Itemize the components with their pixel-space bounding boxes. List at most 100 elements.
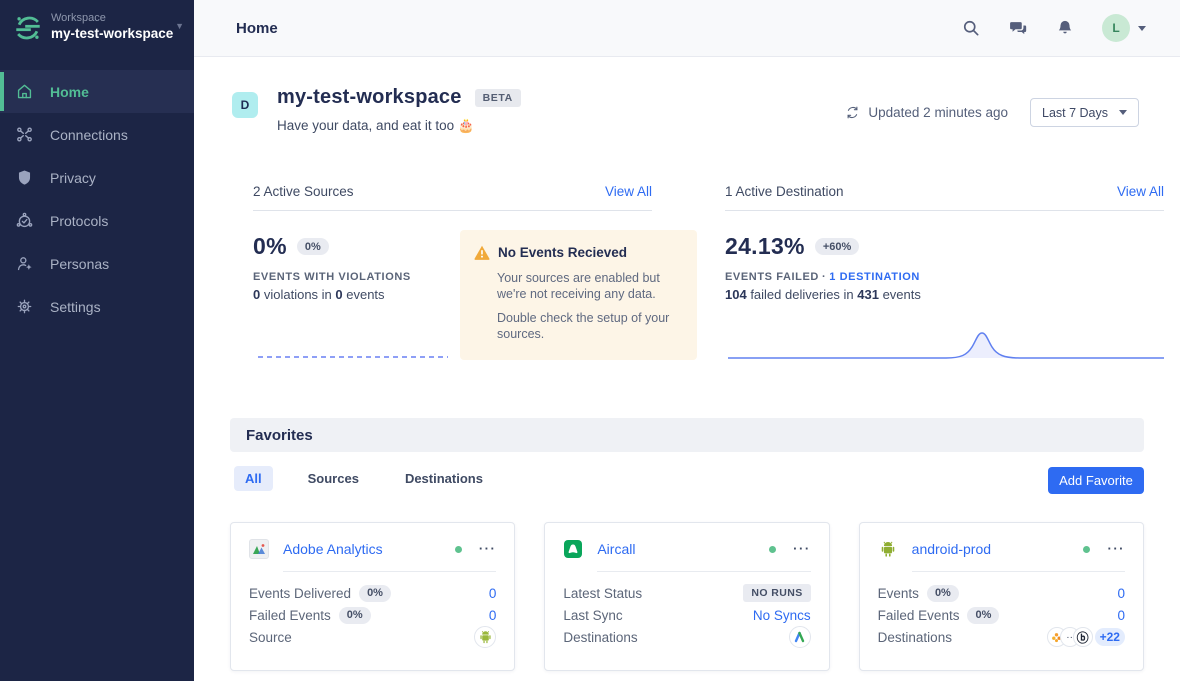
sidebar-item-label: Home [50,83,89,100]
topbar: Home L [194,0,1180,57]
favorite-card-adobe-analytics: Adobe Analytics ··· Events Delivered 0% … [230,522,516,671]
workspace-title: my-test-workspace [277,86,462,108]
b-circle-icon[interactable]: ⓑ [1072,627,1093,647]
warning-triangle-icon [474,245,490,260]
favorite-card-aircall: Aircall ··· Latest Status NO RUNS Last S… [544,522,830,671]
events-failed-sparkline [728,332,1164,359]
sidebar-item-label: Personas [50,255,110,272]
home-icon [15,82,34,101]
chat-icon[interactable] [1008,18,1028,38]
avatar[interactable]: L [1102,14,1130,42]
card-menu-button[interactable]: ··· [478,541,497,556]
card-title-link[interactable]: android-prod [911,541,992,557]
percent-badge: 0% [967,606,1000,624]
row-value-link[interactable]: 0 [488,607,497,623]
sources-view-all-link[interactable]: View All [604,184,652,199]
card-title-link[interactable]: Aircall [597,541,636,557]
main-content: D my-test-workspace BETA Have your data,… [194,58,1180,681]
android-icon[interactable] [474,626,497,648]
android-logo-icon [878,539,898,559]
date-range-value: Last 7 Days [1042,105,1109,120]
sidebar-item-label: Protocols [50,212,109,229]
destinations-view-all-link[interactable]: View All [1116,184,1164,199]
card-row-destinations: Destinations [563,626,811,648]
sources-header: 2 Active Sources [253,184,354,199]
card-row-events-delivered: Events Delivered 0% 0 [249,584,497,602]
violations-stat: 0% 0% EVENTS WITH VIOLATIONS 0 violation… [253,233,652,302]
personas-icon [15,254,34,273]
warning-body-1: Your sources are enabled but we're not r… [497,271,660,301]
sidebar-item-home[interactable]: Home [0,70,194,113]
violations-label: EVENTS WITH VIOLATIONS [253,271,411,283]
tab-all[interactable]: All [234,466,273,491]
percent-badge: 0% [926,584,959,602]
card-row-events: Events 0% 0 [877,584,1125,602]
workspace-name: my-test-workspace [51,26,174,41]
card-menu-button[interactable]: ··· [1107,541,1125,556]
no-runs-badge: NO RUNS [743,584,811,602]
user-menu[interactable]: L [1102,14,1146,42]
sources-column: 2 Active Sources View All 0% 0% EVENTS W… [253,184,697,360]
status-dot [769,545,777,553]
workspace-label: Workspace [51,12,106,24]
card-row-last-sync: Last Sync No Syncs [563,607,811,623]
card-row-destinations: Destinations ·· ⓑ +22 [878,626,1125,648]
settings-gear-icon [15,297,34,316]
segment-logo-icon [16,16,40,40]
sidebar-nav: Home Connections Privacy Protocols [0,70,194,328]
events-failed-value: 24.13% [725,233,805,259]
tab-destinations[interactable]: Destinations [404,471,483,486]
favorites-header-band: Favorites [230,418,1144,452]
violations-detail: 0 violations in 0 events [253,287,385,302]
card-title-link[interactable]: Adobe Analytics [283,541,383,557]
favorite-card-android-prod: android-prod ··· Events 0% 0 Failed Even… [858,522,1144,671]
destination-link[interactable]: 1 DESTINATION [829,271,920,283]
sidebar-item-label: Connections [50,126,128,143]
card-row-source: Source [249,626,497,648]
overview-stats: 2 Active Sources View All 0% 0% EVENTS W… [253,184,1164,394]
sidebar: Workspace my-test-workspace ▼ Home Conne… [0,0,194,681]
warning-box: No Events Recieved Your sources are enab… [460,230,697,360]
card-menu-button[interactable]: ··· [793,541,811,556]
row-value-link[interactable]: 0 [1117,607,1125,623]
sidebar-item-label: Privacy [50,169,96,186]
date-range-caret-icon [1119,110,1127,115]
events-failed-stat: 24.13% +60% EVENTS FAILED · 1 DESTINATION … [725,233,1164,302]
workspace-switcher[interactable]: Workspace my-test-workspace ▼ [0,0,194,56]
favorites-title: Favorites [246,426,313,444]
refresh-status[interactable]: Updated 2 minutes ago [845,105,1008,120]
tab-sources[interactable]: Sources [307,471,359,486]
workspace-avatar: D [232,92,258,118]
protocols-icon [15,211,34,230]
workspace-subtitle: Have your data, and eat it too 🎂 [277,118,475,133]
row-value-link[interactable]: 0 [1117,585,1125,601]
status-dot [454,545,462,553]
no-syncs-link[interactable]: No Syncs [752,607,811,623]
search-icon[interactable] [961,18,981,38]
violations-sparkline [258,356,448,358]
favorites-tabs: All Sources Destinations [234,466,494,491]
more-destinations-badge[interactable]: +22 [1094,628,1125,646]
sidebar-item-settings[interactable]: Settings [0,285,194,328]
updated-text: Updated 2 minutes ago [868,105,1008,120]
destinations-header: 1 Active Destination [725,184,844,199]
date-range-select[interactable]: Last 7 Days [1030,98,1139,127]
favorites-cards: Adobe Analytics ··· Events Delivered 0% … [230,522,1144,671]
warning-title: No Events Recieved [498,245,628,260]
workspace-caret-icon: ▼ [175,21,184,31]
percent-badge: 0% [359,584,391,602]
card-row-failed-events: Failed Events 0% 0 [249,606,497,624]
connections-icon [15,125,34,144]
sidebar-item-privacy[interactable]: Privacy [0,156,194,199]
sidebar-item-connections[interactable]: Connections [0,113,194,156]
sidebar-item-personas[interactable]: Personas [0,242,194,285]
warning-body-2: Double check the setup of your sources. [497,311,670,341]
row-value-link[interactable]: 0 [488,585,497,601]
adwords-icon[interactable] [788,626,811,648]
sidebar-item-protocols[interactable]: Protocols [0,199,194,242]
privacy-shield-icon [15,168,34,187]
add-favorite-button[interactable]: Add Favorite [1048,467,1144,494]
notifications-bell-icon[interactable] [1055,18,1075,38]
adobe-analytics-logo-icon [249,539,269,559]
